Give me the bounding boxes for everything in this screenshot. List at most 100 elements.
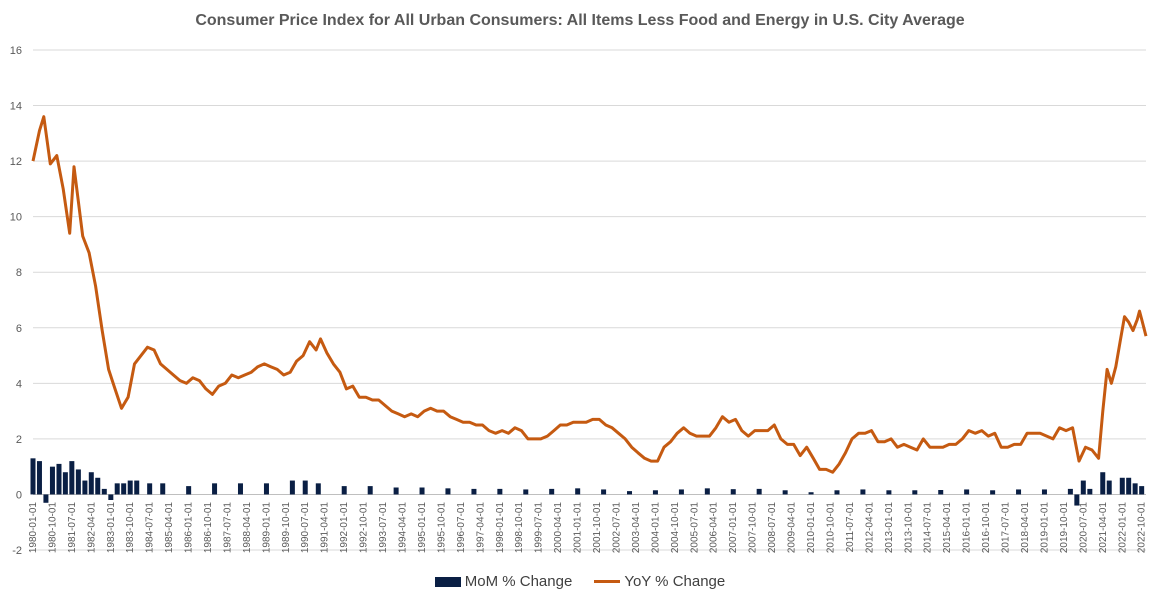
legend-swatch-mom <box>434 576 461 587</box>
x-tick-label: 2016-10-01 <box>981 502 992 554</box>
x-tick-label: 2004-10-01 <box>670 502 681 554</box>
x-tick-label: 1982-04-01 <box>86 502 97 554</box>
mom-bar <box>652 490 658 495</box>
x-tick-label: 1998-01-01 <box>495 502 506 554</box>
x-tick-label: 1992-01-01 <box>339 502 350 554</box>
mom-bar <box>1067 488 1073 495</box>
mom-bar <box>497 488 503 495</box>
mom-bar <box>730 489 736 495</box>
mom-bar <box>601 489 607 495</box>
mom-bar <box>56 463 62 495</box>
x-tick-label: 2006-04-01 <box>709 502 720 554</box>
mom-bar <box>964 489 970 495</box>
mom-bar <box>186 486 192 495</box>
x-tick-label: 2022-10-01 <box>1137 502 1148 554</box>
x-tick-label: 1995-10-01 <box>436 502 447 554</box>
mom-bar <box>95 477 101 495</box>
legend-label-mom: MoM % Change <box>464 573 573 590</box>
x-tick-label: 2009-04-01 <box>787 502 798 554</box>
mom-bar <box>782 490 788 495</box>
mom-bar <box>315 483 321 495</box>
x-tick-label: 1993-07-01 <box>378 502 389 554</box>
mom-bar <box>88 472 94 495</box>
mom-bar <box>341 486 347 495</box>
y-tick-label: 16 <box>10 45 22 57</box>
y-tick-label: 8 <box>16 267 22 279</box>
mom-bar <box>1041 489 1047 495</box>
mom-bar <box>1100 472 1106 495</box>
mom-bar <box>704 488 710 495</box>
mom-bar <box>75 469 81 495</box>
x-tick-label: 1998-10-01 <box>514 502 525 554</box>
x-tick-label: 1983-01-01 <box>106 502 117 554</box>
gridlines <box>33 49 1146 551</box>
mom-bar <box>36 461 42 495</box>
y-tick-label: 2 <box>16 434 22 446</box>
legend-swatch-yoy <box>594 580 621 583</box>
x-tick-label: 2001-01-01 <box>573 502 584 554</box>
mom-bar <box>147 483 153 495</box>
mom-bar <box>237 483 243 495</box>
x-tick-label: 2005-07-01 <box>689 502 700 554</box>
mom-bar <box>471 488 477 495</box>
y-tick-label: 6 <box>16 323 22 335</box>
y-tick-label: 10 <box>10 212 22 224</box>
mom-bar <box>82 480 88 495</box>
x-tick-label: 1988-04-01 <box>242 502 253 554</box>
x-tick-label: 1996-07-01 <box>456 502 467 554</box>
mom-bar <box>393 487 399 495</box>
x-tick-label: 2015-04-01 <box>942 502 953 554</box>
mom-bar <box>938 490 944 495</box>
x-tick-label: 1986-01-01 <box>184 502 195 554</box>
x-tick-label: 1980-10-01 <box>47 502 58 554</box>
x-tick-label: 2012-04-01 <box>864 502 875 554</box>
mom-bar <box>834 490 840 495</box>
x-tick-label: 2003-04-01 <box>631 502 642 554</box>
x-tick-label: 2000-04-01 <box>553 502 564 554</box>
x-tick-label: 1997-04-01 <box>475 502 486 554</box>
mom-bar <box>860 489 866 495</box>
mom-bar <box>549 488 555 495</box>
x-tick-label: 2013-10-01 <box>903 502 914 554</box>
mom-bar <box>756 488 762 495</box>
mom-bar <box>1119 477 1125 495</box>
legend-item-mom: MoM % Change <box>434 573 573 590</box>
mom-bar <box>990 490 996 495</box>
x-tick-label: 1995-01-01 <box>417 502 428 554</box>
x-tick-label: 1984-07-01 <box>145 502 156 554</box>
mom-bar <box>127 480 133 495</box>
x-tick-label: 2010-01-01 <box>806 502 817 554</box>
mom-bar <box>49 466 55 495</box>
x-tick-label: 1990-07-01 <box>300 502 311 554</box>
x-tick-label: 1986-10-01 <box>203 502 214 554</box>
mom-bar <box>114 483 120 495</box>
series-mom-bars <box>30 458 1145 506</box>
mom-bar <box>69 461 75 495</box>
mom-bar <box>62 472 68 495</box>
mom-bar <box>108 494 114 500</box>
mom-bar <box>367 486 373 495</box>
x-axis: 1980-01-01 1980-10-01 1981-07-01 1982-04-01… <box>28 502 1148 554</box>
mom-bar <box>1016 489 1022 495</box>
x-tick-label: 2017-07-01 <box>1000 502 1011 554</box>
yoy-line <box>31 115 1148 474</box>
chart-title: Consumer Price Index for All Urban Consu… <box>195 12 965 29</box>
mom-bar <box>30 458 36 495</box>
y-tick-label: 14 <box>10 101 22 113</box>
x-tick-label: 2013-01-01 <box>884 502 895 554</box>
mom-bar <box>627 491 633 495</box>
x-tick-label: 2007-10-01 <box>748 502 759 554</box>
x-tick-label: 2008-07-01 <box>767 502 778 554</box>
mom-bar <box>912 490 918 495</box>
mom-bar <box>1126 477 1132 495</box>
x-tick-label: 2019-01-01 <box>1039 502 1050 554</box>
mom-bar <box>212 483 218 495</box>
x-tick-label: 1985-04-01 <box>164 502 175 554</box>
mom-bar <box>678 489 684 495</box>
mom-bar <box>1074 494 1080 506</box>
x-tick-label: 2018-04-01 <box>1020 502 1031 554</box>
mom-bar <box>1080 480 1086 495</box>
x-tick-label: 1987-07-01 <box>222 502 233 554</box>
x-tick-label: 2010-10-01 <box>825 502 836 554</box>
